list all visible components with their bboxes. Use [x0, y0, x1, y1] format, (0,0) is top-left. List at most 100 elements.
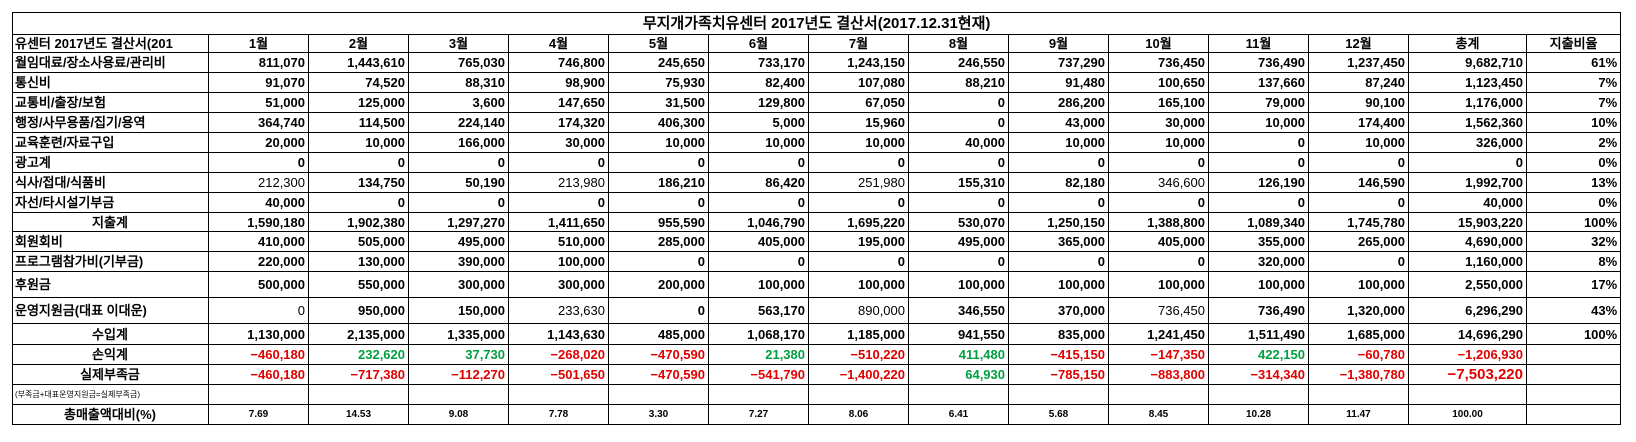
value-cell: 563,170	[708, 297, 809, 324]
ratio-value-cell: 6.41	[908, 404, 1009, 425]
value-cell: 9,682,710	[1408, 52, 1527, 73]
value-cell: 129,800	[708, 92, 809, 113]
table-row: 교통비/출장/보험 51,000 125,000 3,600 147,650 31,500…	[12, 92, 1622, 113]
value-cell: 91,070	[208, 72, 309, 93]
value-cell: 130,000	[308, 251, 409, 272]
value-cell: 326,000	[1408, 132, 1527, 153]
value-cell: 1,992,700	[1408, 172, 1527, 193]
value-cell: 0	[308, 192, 409, 213]
table-row: 통신비 91,070 74,520 88,310 98,900 75,930 82,400 1…	[12, 72, 1622, 93]
value-cell: 0	[908, 192, 1009, 213]
value-cell: 15,960	[808, 112, 909, 133]
ratio-row: 총매출액대비(%) 7.69 14.53 9.08 7.78 3.30 7.27 8.06 6.…	[12, 404, 1622, 425]
value-cell: 0	[408, 192, 509, 213]
header-cell: 10월	[1108, 34, 1209, 53]
value-cell: 510,000	[508, 231, 609, 252]
ratio-cell: 10%	[1525, 112, 1622, 133]
table-row: 회원회비 410,000 505,000 495,000 510,000 285,000 4…	[12, 231, 1622, 252]
table-row: 실제부족금 −460,180 −717,380 −112,270 −501,650 −47…	[12, 364, 1622, 385]
value-cell: 1,511,490	[1208, 323, 1309, 345]
empty-cell	[1208, 384, 1309, 405]
value-cell: 147,650	[508, 92, 609, 113]
value-cell: −112,270	[408, 364, 509, 385]
table-row: 교육훈련/자료구입 20,000 10,000 166,000 30,000 10,000…	[12, 132, 1622, 153]
header-cell: 4월	[508, 34, 609, 53]
value-cell: 50,190	[408, 172, 509, 193]
empty-cell	[608, 384, 709, 405]
value-cell: 736,490	[1208, 52, 1309, 73]
value-cell: 941,550	[908, 323, 1009, 345]
row-label: 통신비	[12, 72, 209, 93]
header-cell: 6월	[708, 34, 809, 53]
empty-cell	[1525, 384, 1622, 405]
table-row: 식사/접대/식품비 212,300 134,750 50,190 213,980 186,…	[12, 172, 1622, 193]
table-row: 손익계 −460,180 232,620 37,730 −268,020 −470,590…	[12, 344, 1622, 365]
ratio-cell: 0%	[1525, 192, 1622, 213]
row-label: 회원회비	[12, 231, 209, 252]
value-cell: 300,000	[408, 271, 509, 298]
value-cell: 746,800	[508, 52, 609, 73]
value-cell: 0	[1008, 152, 1109, 173]
value-cell: 21,380	[708, 344, 809, 365]
value-cell: 6,296,290	[1408, 297, 1527, 324]
value-cell: 174,400	[1308, 112, 1409, 133]
value-cell: 246,550	[908, 52, 1009, 73]
value-cell: 64,930	[908, 364, 1009, 385]
value-cell: 245,650	[608, 52, 709, 73]
value-cell: −1,380,780	[1308, 364, 1409, 385]
value-cell: 100,000	[908, 271, 1009, 298]
value-cell: 251,980	[808, 172, 909, 193]
value-cell: −510,220	[808, 344, 909, 365]
value-cell: 74,520	[308, 72, 409, 93]
value-cell: 890,000	[808, 297, 909, 324]
ratio-value-cell: 11.47	[1308, 404, 1409, 425]
value-cell: 174,320	[508, 112, 609, 133]
value-cell: 1,320,000	[1308, 297, 1409, 324]
empty-cell	[708, 384, 809, 405]
value-cell: −415,150	[1008, 344, 1109, 365]
header-cell: 1월	[208, 34, 309, 53]
table-row: 지출계 1,590,180 1,902,380 1,297,270 1,411,650 9…	[12, 212, 1622, 232]
value-cell: 0	[908, 152, 1009, 173]
row-label: 행정/사무용품/집기/용역	[12, 112, 209, 133]
value-cell: 43,000	[1008, 112, 1109, 133]
value-cell: 213,980	[508, 172, 609, 193]
value-cell: 3,600	[408, 92, 509, 113]
value-cell: −60,780	[1308, 344, 1409, 365]
value-cell: 406,300	[608, 112, 709, 133]
value-cell: 505,000	[308, 231, 409, 252]
ratio-cell: 43%	[1525, 297, 1622, 324]
row-label: 실제부족금	[12, 364, 209, 385]
ratio-value-cell: 8.45	[1108, 404, 1209, 425]
value-cell: −460,180	[208, 364, 309, 385]
value-cell: 79,000	[1208, 92, 1309, 113]
value-cell: 1,388,800	[1108, 212, 1209, 232]
value-cell: 0	[408, 152, 509, 173]
row-label: 자선/타시설기부금	[12, 192, 209, 213]
value-cell: 195,000	[808, 231, 909, 252]
value-cell: 320,000	[1208, 251, 1309, 272]
header-row: 유센터 2017년도 결산서(201 1월 2월 3월 4월 5월 6월 7월 8월 9월 10월 1…	[12, 34, 1622, 53]
ratio-cell: 13%	[1525, 172, 1622, 193]
empty-cell	[1308, 384, 1409, 405]
value-cell: 1,160,000	[1408, 251, 1527, 272]
value-cell: −7,503,220	[1408, 364, 1527, 385]
value-cell: 100,000	[1308, 271, 1409, 298]
value-cell: 1,250,150	[1008, 212, 1109, 232]
ratio-value-cell: 5.68	[1008, 404, 1109, 425]
value-cell: 950,000	[308, 297, 409, 324]
empty-cell	[1108, 384, 1209, 405]
value-cell: 0	[1208, 192, 1309, 213]
ratio-cell	[1525, 344, 1622, 365]
value-cell: 88,210	[908, 72, 1009, 93]
value-cell: 1,562,360	[1408, 112, 1527, 133]
empty-cell	[508, 384, 609, 405]
value-cell: −501,650	[508, 364, 609, 385]
header-cell: 3월	[408, 34, 509, 53]
value-cell: 0	[608, 251, 709, 272]
value-cell: 1,685,000	[1308, 323, 1409, 345]
value-cell: 40,000	[908, 132, 1009, 153]
value-cell: 67,050	[808, 92, 909, 113]
value-cell: 550,000	[308, 271, 409, 298]
value-cell: 1,241,450	[1108, 323, 1209, 345]
